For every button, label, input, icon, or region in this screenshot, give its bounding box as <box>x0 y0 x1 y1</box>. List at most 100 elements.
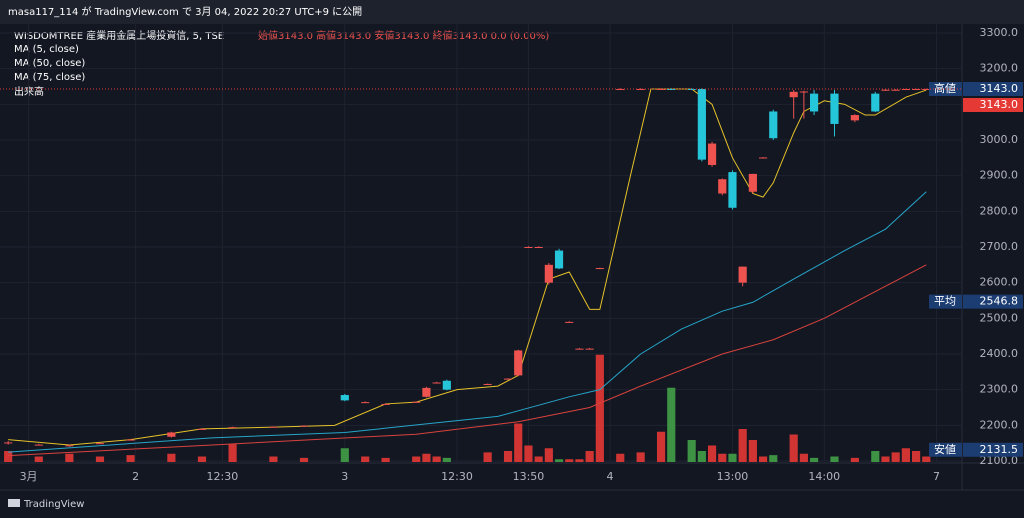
volume-bar <box>565 459 574 462</box>
volume-bar <box>636 452 645 462</box>
candle-body <box>412 401 421 403</box>
price-name: 平均 <box>934 295 956 308</box>
candle-body <box>95 443 105 445</box>
candle-body <box>901 88 910 90</box>
x-tick-label: 4 <box>607 470 614 483</box>
candle-body <box>432 382 441 384</box>
volume-bar <box>442 457 451 462</box>
x-tick-label: 13:00 <box>717 470 749 483</box>
price-label: 3143.0 <box>980 82 1019 95</box>
volume-bar <box>299 457 309 462</box>
volume-bar <box>799 453 808 462</box>
volume-bar <box>269 456 278 462</box>
legend-ma50: MA (50, close) <box>14 58 85 69</box>
volume-bar <box>809 457 819 462</box>
candle-body <box>718 179 727 194</box>
y-tick-label: 2500.0 <box>980 311 1019 324</box>
ohlc: 始値3143.0 高値3143.0 安値3143.0 終値3143.0 0.0 … <box>258 29 549 42</box>
volume-bar <box>707 445 717 462</box>
volume-bar <box>738 429 747 462</box>
volume-bar <box>65 453 74 462</box>
ma-line <box>8 264 927 457</box>
candle-body <box>789 91 798 98</box>
candle-body <box>167 432 176 437</box>
candle-body <box>912 88 921 90</box>
price-name-box <box>929 442 962 457</box>
candle-body <box>575 348 584 350</box>
volume-bar <box>167 453 176 462</box>
price-name: 高値 <box>934 81 956 95</box>
price-label: 2131.5 <box>980 443 1019 456</box>
volume-bar <box>912 451 921 462</box>
candle-body <box>565 321 574 323</box>
candle-body <box>636 88 645 90</box>
candle-body <box>656 88 666 90</box>
volume-bar <box>544 448 553 462</box>
y-tick-label: 2700.0 <box>980 240 1019 253</box>
volume-bar <box>830 456 839 462</box>
volume-bar <box>422 453 431 462</box>
volume-bar <box>769 455 778 462</box>
header-bar <box>0 0 1024 24</box>
volume-bar <box>667 387 676 462</box>
volume-bar <box>381 457 390 462</box>
volume-bar <box>891 452 900 462</box>
volume-bar <box>758 456 768 462</box>
volume-bar <box>432 456 441 462</box>
candle-body <box>534 247 543 248</box>
candle-body <box>687 88 696 90</box>
x-tick-label: 2 <box>132 470 139 483</box>
candle-body <box>881 89 890 91</box>
candle-body <box>524 247 533 248</box>
price-label: 2546.8 <box>980 295 1019 308</box>
candle-body <box>228 427 237 429</box>
candle-body <box>871 93 880 112</box>
candle-body <box>769 111 778 139</box>
candle-body <box>850 115 859 121</box>
volume-bar <box>901 448 910 462</box>
y-tick-label: 3200.0 <box>980 62 1019 75</box>
candle-body <box>34 444 43 446</box>
volume-bar <box>4 451 13 462</box>
candle-body <box>595 268 604 270</box>
y-tick-label: 2800.0 <box>980 204 1019 217</box>
candle-body <box>707 143 717 165</box>
y-tick-label: 3300.0 <box>980 26 1019 39</box>
volume-bar <box>575 459 584 462</box>
volume-bar <box>524 445 533 462</box>
volume-bar <box>534 456 543 462</box>
volume-bar <box>728 453 737 462</box>
x-tick-label: 12:30 <box>441 470 473 483</box>
candle-body <box>809 93 819 112</box>
price-name-box <box>929 294 962 309</box>
candle-body <box>269 426 278 428</box>
candle-body <box>340 395 349 401</box>
x-tick-label: 3月 <box>20 470 38 483</box>
candle-body <box>422 387 431 397</box>
volume-bar <box>850 457 859 462</box>
candle-body <box>891 89 900 91</box>
x-tick-label: 3 <box>341 470 348 483</box>
volume-bar <box>361 456 370 462</box>
x-tick-label: 7 <box>933 470 940 483</box>
price-label-box <box>963 97 1023 112</box>
candle-body <box>544 264 553 283</box>
grid <box>0 24 962 463</box>
candle-body <box>667 88 676 90</box>
volume-bar <box>34 456 43 462</box>
candle-body <box>585 348 594 350</box>
volume-bar <box>126 455 135 462</box>
volume-bar <box>881 456 890 462</box>
candle-body <box>830 93 839 124</box>
candle-body <box>922 88 931 90</box>
candle-body <box>361 402 370 404</box>
y-tick-label: 2400.0 <box>980 347 1019 360</box>
legend-ma5: MA (5, close) <box>14 44 79 55</box>
candle-body <box>728 172 737 208</box>
brand: TradingView <box>23 499 84 510</box>
y-tick-label: 2100.0 <box>980 454 1019 467</box>
candle-body <box>197 428 207 430</box>
candle-body <box>442 380 451 390</box>
candle-body <box>299 425 309 427</box>
volume-bar <box>656 431 666 462</box>
